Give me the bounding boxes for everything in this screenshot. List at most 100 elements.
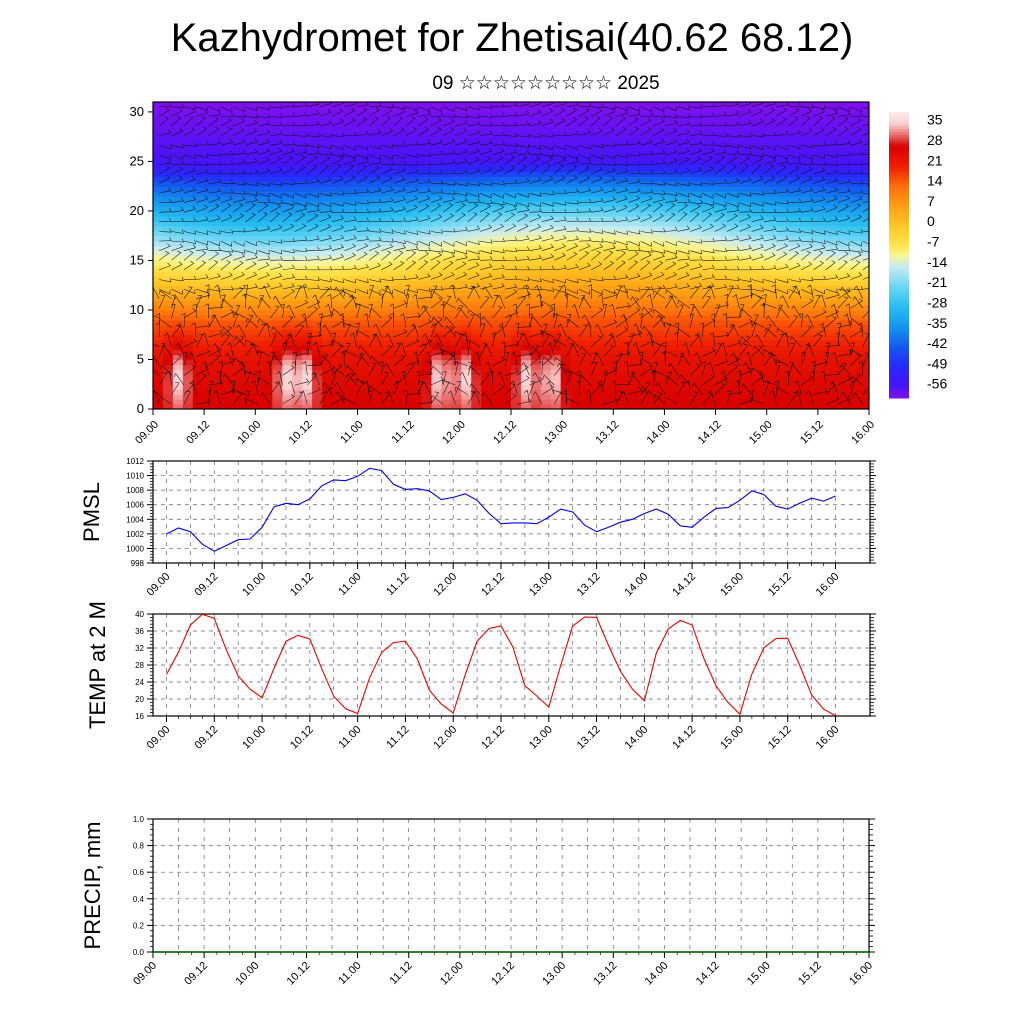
- wind-barb: [270, 130, 283, 136]
- heat-cell: [699, 334, 711, 341]
- heat-cell: [699, 329, 711, 336]
- heat-cell: [520, 300, 532, 306]
- heat-cell: [481, 191, 492, 197]
- heat-cell: [232, 146, 244, 153]
- heat-cell: [471, 220, 482, 227]
- wind-barb: [183, 351, 188, 366]
- heat-cell: [630, 161, 641, 167]
- heat-cell: [312, 379, 323, 385]
- heat-cell: [341, 220, 353, 227]
- heat-cell: [729, 136, 741, 143]
- heat-cell: [560, 166, 572, 172]
- heat-cell: [262, 374, 273, 380]
- heat-cell: [153, 230, 164, 237]
- heat-cell: [302, 196, 313, 202]
- heat-cell: [670, 389, 681, 395]
- heat-cell: [829, 161, 840, 167]
- heat-cell: [441, 126, 452, 133]
- wind-barb: [258, 318, 271, 328]
- heat-cell: [491, 275, 502, 281]
- heat-cell: [192, 295, 204, 301]
- heat-cell: [759, 201, 771, 207]
- heat-cell: [182, 344, 194, 351]
- heat-cell: [580, 111, 592, 118]
- heat-cell: [451, 300, 462, 306]
- heat-cell: [332, 201, 343, 207]
- wind-barb: [196, 373, 207, 386]
- heat-cell: [222, 250, 234, 257]
- heat-cell: [212, 161, 224, 167]
- wind-barb: [307, 192, 319, 198]
- heat-cell: [799, 300, 810, 306]
- heat-cell: [859, 290, 869, 296]
- heat-cell: [282, 354, 293, 361]
- heat-cell: [332, 225, 343, 232]
- heat-cell: [640, 280, 651, 286]
- heat-cell: [461, 176, 472, 182]
- heat-cell: [292, 344, 303, 351]
- heat-cell: [769, 141, 781, 148]
- heat-cell: [252, 220, 263, 227]
- heat-cell: [312, 106, 323, 113]
- heat-cell: [461, 146, 472, 153]
- heat-cell: [660, 245, 671, 252]
- heat-cell: [421, 364, 433, 370]
- heat-cell: [172, 314, 184, 321]
- heat-cell: [381, 384, 393, 390]
- heat-cell: [590, 354, 602, 361]
- heat-cell: [242, 290, 254, 296]
- heat-cell: [341, 364, 353, 370]
- heat-cell: [640, 324, 651, 331]
- heat-cell: [759, 399, 771, 405]
- heat-cell: [242, 230, 254, 237]
- heat-cell: [282, 106, 293, 113]
- heat-cell: [361, 314, 373, 321]
- heat-cell: [729, 240, 741, 247]
- heat-cell: [491, 295, 502, 301]
- heat-cell: [520, 235, 532, 242]
- heat-cell: [222, 225, 234, 232]
- heat-cell: [431, 166, 442, 172]
- heat-cell: [829, 329, 840, 336]
- heat-cell: [232, 161, 244, 167]
- heat-cell: [849, 111, 860, 118]
- heat-cell: [401, 191, 413, 197]
- heat-cell: [441, 255, 452, 262]
- heat-cell: [421, 220, 433, 227]
- wind-barb: [183, 250, 194, 261]
- heat-cell: [709, 339, 721, 346]
- heat-cell: [749, 205, 761, 212]
- heat-cell: [759, 334, 771, 341]
- heat-cell: [580, 205, 592, 212]
- heat-cell: [600, 201, 612, 207]
- wind-barb: [319, 151, 333, 156]
- heat-cell: [282, 305, 293, 311]
- heat-cell: [620, 176, 631, 182]
- heat-cell: [192, 250, 204, 257]
- heat-cell: [699, 314, 711, 321]
- heat-cell: [491, 225, 502, 232]
- wind-barb: [344, 153, 357, 159]
- heat-cell: [799, 334, 810, 341]
- heat-cell: [332, 359, 343, 366]
- heat-cell: [222, 379, 234, 385]
- heat-cell: [511, 146, 522, 153]
- heat-cell: [361, 220, 373, 227]
- heat-cell: [769, 339, 781, 346]
- heat-cell: [699, 324, 711, 331]
- heat-cell: [809, 156, 820, 163]
- heat-cell: [242, 201, 254, 207]
- heat-cell: [411, 171, 423, 177]
- heat-cell: [391, 156, 403, 163]
- heat-cell: [809, 136, 820, 143]
- heat-cell: [192, 166, 204, 172]
- heat-cell: [610, 295, 621, 301]
- heat-cell: [829, 210, 840, 217]
- heat-cell: [630, 364, 641, 370]
- heat-cell: [690, 305, 701, 311]
- heat-cell: [242, 339, 254, 346]
- heat-cell: [351, 285, 363, 291]
- heat-cell: [361, 166, 373, 172]
- heat-cell: [789, 369, 800, 375]
- heat-cell: [699, 280, 711, 286]
